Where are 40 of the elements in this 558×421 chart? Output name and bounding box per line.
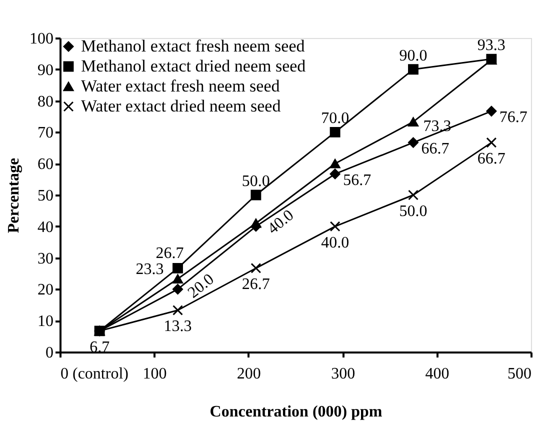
legend-label: Methanol extact fresh neem seed — [81, 36, 306, 56]
data-label: 76.7 — [499, 109, 528, 126]
y-tick-label: 10 — [38, 313, 54, 330]
data-label: 70.0 — [321, 110, 350, 128]
x-tick-label: 200 — [236, 366, 261, 382]
data-label: 40.0 — [264, 206, 298, 238]
data-label: 50.0 — [399, 203, 428, 220]
data-label: 56.7 — [343, 172, 372, 189]
data-label: 20.0 — [184, 270, 218, 302]
x-axis-title: Concentration (000) ppm — [210, 404, 383, 420]
y-axis-title: Percentage — [6, 158, 22, 234]
y-tick-label: 50 — [38, 188, 54, 204]
data-label: 40.0 — [321, 234, 350, 252]
data-label: 73.3 — [423, 118, 452, 135]
x-tick-label: 0 (control) — [60, 366, 128, 382]
x-tick-label: 300 — [331, 366, 356, 382]
x-tick-label: 400 — [425, 366, 450, 382]
y-tick-label: 60 — [38, 156, 54, 174]
data-label: 50.0 — [242, 173, 270, 190]
data-label: 66.7 — [421, 140, 450, 158]
x-tick-label: 100 — [142, 366, 167, 382]
legend-label: Water extact dried neem seed — [81, 96, 282, 116]
y-tick-label: 20 — [38, 282, 54, 299]
data-label: 26.7 — [156, 245, 184, 262]
data-label: 23.3 — [136, 260, 164, 278]
y-tick-label: 80 — [38, 93, 54, 110]
y-tick-label: 90 — [38, 62, 54, 79]
x-tick-label: 500 — [508, 366, 532, 382]
legend-label: Water extact fresh neem seed — [81, 76, 280, 96]
data-label: 66.7 — [477, 150, 506, 168]
y-tick-label: 40 — [38, 218, 54, 236]
legend-label: Methanol extact dried neem seed — [81, 56, 306, 76]
y-tick-label: 0 — [46, 344, 54, 362]
data-label: 93.3 — [477, 37, 506, 54]
y-tick-label: 30 — [38, 250, 54, 268]
y-tick-label: 70 — [38, 124, 54, 142]
data-label: 13.3 — [164, 318, 192, 336]
data-label: 90.0 — [399, 47, 428, 64]
y-tick-label: 100 — [30, 30, 54, 48]
data-label: 26.7 — [242, 276, 270, 294]
